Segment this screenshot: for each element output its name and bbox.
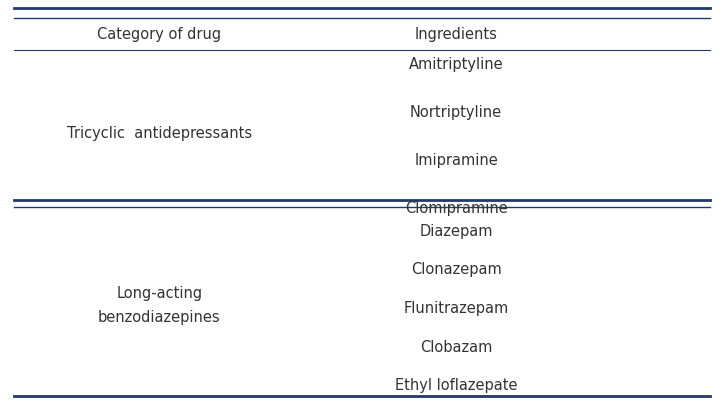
Text: Ingredients: Ingredients: [415, 27, 497, 42]
Text: Amitriptyline: Amitriptyline: [409, 58, 503, 72]
Text: Nortriptyline: Nortriptyline: [410, 105, 502, 120]
Text: Long-acting
benzodiazepines: Long-acting benzodiazepines: [98, 285, 221, 324]
Text: Category of drug: Category of drug: [97, 27, 222, 42]
Text: Clomipramine: Clomipramine: [405, 201, 508, 215]
Text: Imipramine: Imipramine: [414, 153, 498, 168]
Text: Diazepam: Diazepam: [419, 224, 493, 238]
Text: Tricyclic  antidepressants: Tricyclic antidepressants: [67, 126, 252, 141]
Text: Clonazepam: Clonazepam: [411, 262, 502, 277]
Text: Clobazam: Clobazam: [420, 339, 492, 354]
Text: Flunitrazepam: Flunitrazepam: [403, 301, 509, 315]
Text: Ethyl loflazepate: Ethyl loflazepate: [395, 377, 518, 392]
